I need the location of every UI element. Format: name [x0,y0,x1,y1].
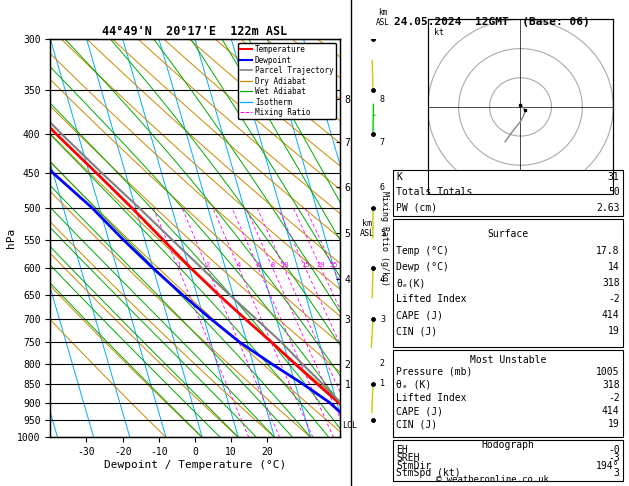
Text: θₑ(K): θₑ(K) [396,278,426,288]
Text: kt: kt [434,28,444,37]
Text: km
ASL: km ASL [376,7,389,27]
Text: CAPE (J): CAPE (J) [396,310,443,320]
Text: 8: 8 [270,262,275,268]
Text: 318: 318 [602,278,620,288]
Text: 15: 15 [301,262,309,268]
Text: 414: 414 [602,406,620,416]
Text: 3: 3 [614,469,620,478]
Title: 44°49'N  20°17'E  122m ASL: 44°49'N 20°17'E 122m ASL [103,25,287,38]
Text: θₑ (K): θₑ (K) [396,380,431,390]
Text: EH: EH [396,445,408,455]
Text: 31: 31 [608,172,620,182]
Text: StmSpd (kt): StmSpd (kt) [396,469,461,478]
Text: K: K [396,172,402,182]
Text: -2: -2 [608,294,620,304]
Text: PW (cm): PW (cm) [396,203,437,213]
Text: 4: 4 [237,262,241,268]
Text: 1: 1 [380,379,385,388]
Text: 20: 20 [317,262,325,268]
Text: 50: 50 [608,188,620,197]
Y-axis label: hPa: hPa [6,228,16,248]
Text: Lifted Index: Lifted Index [396,393,467,403]
Text: 2.63: 2.63 [596,203,620,213]
Text: LCL: LCL [343,421,357,430]
Y-axis label: km
ASL: km ASL [360,219,374,238]
Text: 14: 14 [608,262,620,272]
Text: Dewp (°C): Dewp (°C) [396,262,449,272]
Text: CIN (J): CIN (J) [396,419,437,429]
Text: 194°: 194° [596,461,620,470]
Text: Temp (°C): Temp (°C) [396,246,449,256]
Text: CIN (J): CIN (J) [396,327,437,336]
Text: 2: 2 [380,359,385,368]
Text: Totals Totals: Totals Totals [396,188,472,197]
Text: 6: 6 [380,183,385,192]
Text: Most Unstable: Most Unstable [470,355,546,365]
Text: 414: 414 [602,310,620,320]
Text: 4: 4 [380,275,385,284]
Text: 2: 2 [206,262,209,268]
Text: 25: 25 [329,262,338,268]
Text: Lifted Index: Lifted Index [396,294,467,304]
Text: 17.8: 17.8 [596,246,620,256]
Legend: Temperature, Dewpoint, Parcel Trajectory, Dry Adiabat, Wet Adiabat, Isotherm, Mi: Temperature, Dewpoint, Parcel Trajectory… [238,43,336,120]
Text: -2: -2 [608,393,620,403]
Text: 6: 6 [256,262,260,268]
Text: StmDir: StmDir [396,461,431,470]
Text: 10: 10 [280,262,288,268]
Text: 7: 7 [380,138,385,147]
X-axis label: Dewpoint / Temperature (°C): Dewpoint / Temperature (°C) [104,460,286,470]
Text: Surface: Surface [487,229,528,239]
Text: 1005: 1005 [596,367,620,377]
Text: 19: 19 [608,327,620,336]
Text: 3: 3 [380,315,385,324]
Text: 318: 318 [602,380,620,390]
Text: Pressure (mb): Pressure (mb) [396,367,472,377]
Text: 19: 19 [608,419,620,429]
Text: 5: 5 [380,229,385,238]
Text: SREH: SREH [396,453,420,463]
Text: 8: 8 [380,95,385,104]
Text: 24.05.2024  12GMT  (Base: 06): 24.05.2024 12GMT (Base: 06) [394,17,590,27]
Text: -3: -3 [608,453,620,463]
Text: -0: -0 [608,445,620,455]
Text: 1: 1 [176,262,181,268]
Text: CAPE (J): CAPE (J) [396,406,443,416]
Text: © weatheronline.co.uk: © weatheronline.co.uk [436,474,548,484]
Text: Hodograph: Hodograph [481,440,535,450]
Text: Mixing Ratio (g/kg): Mixing Ratio (g/kg) [380,191,389,286]
